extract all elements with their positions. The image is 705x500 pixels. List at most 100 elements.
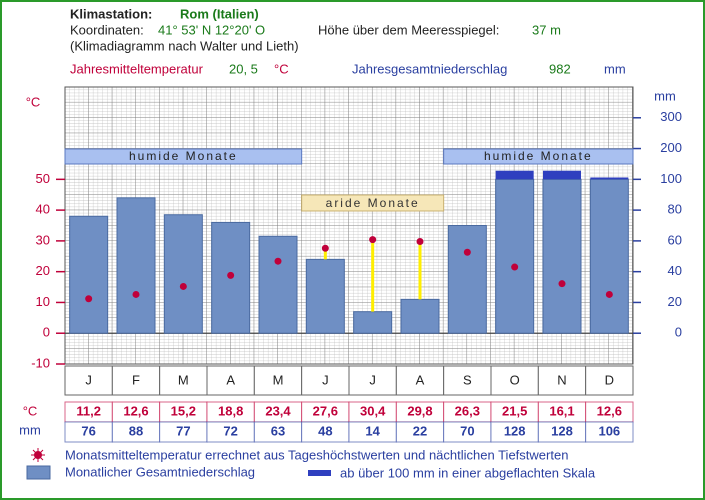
precip-value: 72 [223, 423, 237, 438]
x-tick-label: J [322, 372, 329, 387]
y2-tick-label: 20 [668, 294, 682, 309]
annual-precip-label: Jahresgesamtniederschlag [352, 61, 507, 76]
temp-marker [463, 248, 471, 256]
bar [258, 235, 298, 334]
legend-temp-star [31, 448, 45, 462]
month-cell [490, 365, 539, 396]
legend-compressed: ab über 100 mm in einer abgeflachten Ska… [340, 465, 596, 480]
temp-value: 12,6 [597, 403, 622, 418]
legend: Monatsmitteltemperatur errechnet aus Tag… [26, 447, 596, 480]
temp-marker [132, 290, 140, 298]
humid-band [443, 148, 634, 165]
month-cell [395, 365, 445, 396]
annual-precip-unit: mm [604, 61, 626, 76]
table-cell [585, 421, 634, 443]
precip-value: 77 [176, 423, 190, 438]
temp-value: 18,8 [218, 403, 243, 418]
precip-value: 88 [129, 423, 143, 438]
temp-marker [416, 238, 424, 246]
coords: 41° 53' N 12°20' O [158, 22, 265, 37]
x-tick-label: D [605, 372, 614, 387]
y2-tick-label: 300 [660, 109, 682, 124]
temp-value: 21,5 [502, 403, 527, 418]
temp-value: 15,2 [171, 403, 196, 418]
month-cell [585, 365, 634, 396]
x-tick-label: N [557, 372, 566, 387]
x-tick-label: A [416, 372, 425, 387]
y-tick-label: -10 [31, 355, 50, 370]
month-cell [159, 365, 208, 396]
station: Rom (Italien) [180, 6, 259, 21]
legend-precip-swatch [26, 465, 51, 480]
precip-value: 128 [551, 423, 573, 438]
y2-tick-label: 0 [675, 325, 682, 340]
precip-value: 63 [271, 423, 285, 438]
annual-temp-label: Jahresmitteltemperatur [70, 61, 204, 76]
bar [447, 225, 487, 334]
bar [353, 311, 393, 334]
y2-axis-title: mm [654, 88, 676, 103]
temp-marker [605, 290, 613, 298]
temp-marker [511, 263, 519, 271]
temp-marker [227, 271, 235, 279]
annual-precip: 982 [549, 61, 571, 76]
precip-value: 70 [460, 423, 474, 438]
temp-value: 29,8 [407, 403, 432, 418]
x-tick-label: M [178, 372, 189, 387]
temp-marker [179, 282, 187, 290]
temp-marker [369, 236, 377, 244]
annual-temp-unit: °C [274, 61, 289, 76]
y-tick-label: 50 [36, 171, 50, 186]
y-tick-label: 10 [36, 294, 50, 309]
humid-label: humide Monate [129, 149, 238, 163]
y-tick-label: 40 [36, 202, 50, 217]
arid-label: aride Monate [326, 196, 420, 210]
bar-compressed [543, 170, 581, 180]
month-cell [537, 365, 587, 396]
y-axis-title: °C [26, 94, 41, 109]
y2-tick-label: 60 [668, 232, 682, 247]
precip-value: 22 [413, 423, 427, 438]
x-tick-label: M [273, 372, 284, 387]
precip-value: 76 [81, 423, 95, 438]
y2-tick-label: 200 [660, 140, 682, 155]
bar [495, 178, 535, 334]
bar [305, 258, 345, 334]
bar [542, 178, 582, 334]
altitude-label: Höhe über dem Meeresspiegel: [318, 22, 499, 37]
altitude: 37 m [532, 22, 561, 37]
temp-marker [85, 295, 93, 303]
temp-value: 26,3 [455, 403, 480, 418]
bar-compressed [590, 177, 629, 180]
precip-value: 14 [365, 423, 380, 438]
x-tick-label: S [463, 372, 472, 387]
y2-tick-label: 40 [668, 263, 682, 278]
annual-temp: 20, 5 [229, 61, 258, 76]
precip-value: 128 [504, 423, 526, 438]
humid-band [64, 148, 303, 165]
humid-label: humide Monate [484, 149, 593, 163]
coords-label: Koordinaten: [70, 22, 144, 37]
precip-value: 106 [598, 423, 620, 438]
y-tick-label: 30 [36, 232, 50, 247]
y2-tick-label: 100 [660, 171, 682, 186]
bar [400, 298, 440, 334]
x-tick-label: A [226, 372, 235, 387]
month-cell [64, 365, 113, 396]
bar [163, 214, 203, 334]
x-tick-label: F [132, 372, 140, 387]
month-cell [253, 365, 303, 396]
month-cell [111, 365, 161, 396]
bar [69, 215, 109, 334]
month-cell [443, 365, 492, 396]
station-label: Klimastation: [70, 6, 152, 21]
temp-value: 16,1 [549, 403, 574, 418]
bar [589, 178, 629, 334]
y-tick-label: 0 [43, 325, 50, 340]
bar-compressed [495, 170, 534, 180]
legend-compressed-swatch [308, 470, 331, 476]
temp-value: 30,4 [360, 403, 386, 418]
temp-value: 23,4 [265, 403, 291, 418]
month-cell [301, 365, 350, 396]
legend-precip: Monatlicher Gesamtniederschlag [65, 464, 255, 479]
